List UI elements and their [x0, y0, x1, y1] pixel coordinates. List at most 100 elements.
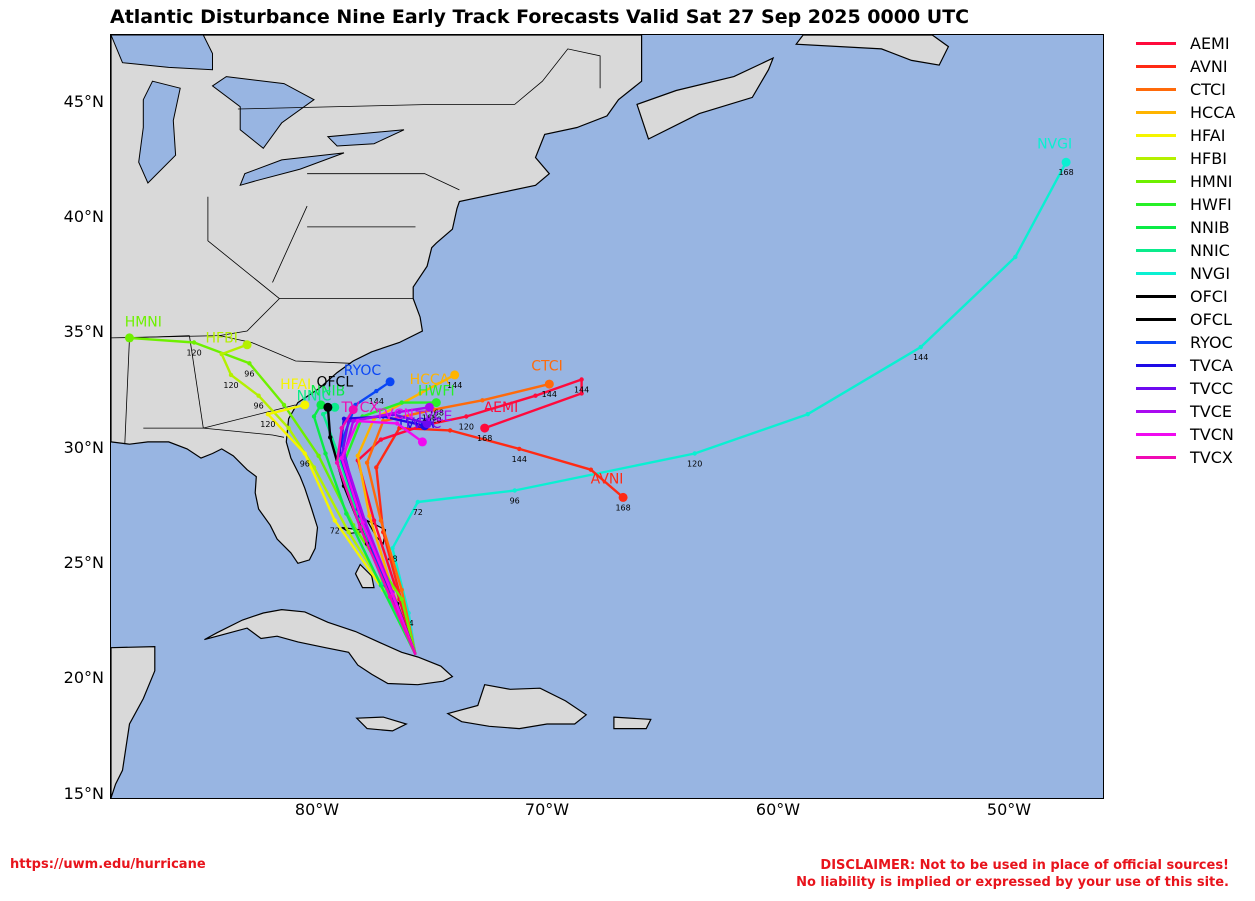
- track-point: [265, 412, 271, 417]
- forecast-hour-label: 120: [459, 423, 474, 432]
- lon-tick-label: 50°W: [986, 800, 1032, 819]
- track-point: [311, 414, 317, 419]
- track-point: [125, 333, 134, 343]
- forecast-hour-label: 96: [244, 369, 254, 378]
- forecast-hour-label: 168: [422, 413, 437, 422]
- legend-item-tvce: TVCE: [1136, 400, 1235, 423]
- track-point: [431, 398, 441, 408]
- track-line: [335, 408, 417, 656]
- nova-scotia: [636, 56, 775, 140]
- track-point: [447, 428, 453, 433]
- forecast-hour-label: 144: [447, 381, 462, 390]
- source-link[interactable]: https://uwm.edu/hurricane: [10, 857, 206, 872]
- legend-item-hfbi: HFBI: [1136, 147, 1235, 170]
- legend-swatch: [1136, 456, 1176, 459]
- track-point: [415, 499, 420, 505]
- political-boundary: [219, 335, 351, 364]
- legend-item-tvca: TVCA: [1136, 354, 1235, 377]
- lon-tick-label: 60°W: [755, 800, 801, 819]
- legend-swatch: [1136, 134, 1176, 137]
- legend-swatch: [1136, 65, 1176, 68]
- legend-swatch: [1136, 180, 1176, 183]
- legend-label: HCCA: [1190, 103, 1236, 122]
- track-point: [399, 587, 404, 593]
- political-boundary: [434, 48, 601, 105]
- track-end-label: NNIC: [297, 388, 332, 404]
- lake-huron: [211, 76, 315, 150]
- page-title: Atlantic Disturbance Nine Early Track Fo…: [110, 6, 970, 28]
- track-point: [517, 446, 522, 452]
- track-line: [312, 404, 417, 656]
- forecast-hour-label: 168: [429, 409, 444, 418]
- political-boundary: [272, 205, 308, 283]
- legend-label: TVCN: [1190, 425, 1234, 444]
- political-boundary: [207, 196, 414, 299]
- track-point: [394, 421, 400, 426]
- legend-label: HFAI: [1190, 126, 1226, 145]
- legend-swatch: [1136, 318, 1176, 321]
- track-end-label: TVCX: [340, 400, 379, 416]
- track-point: [341, 416, 347, 421]
- forecast-hour-label: 120: [260, 420, 275, 429]
- forecast-hour-label: 72: [330, 527, 340, 536]
- legend-label: NNIC: [1190, 241, 1230, 260]
- forecast-hour-label: 120: [426, 416, 441, 425]
- lake-superior: [111, 35, 213, 71]
- track-point: [247, 361, 252, 366]
- legend-item-tvcc: TVCC: [1136, 377, 1235, 400]
- lake-michigan: [138, 80, 181, 184]
- track-end-label: RYOC: [344, 363, 382, 379]
- forecast-hour-label: 96: [254, 402, 264, 411]
- track-point: [332, 518, 337, 523]
- legend-label: OFCL: [1190, 310, 1232, 329]
- newfoundland-island: [795, 35, 950, 66]
- track-point: [191, 340, 197, 345]
- lon-tick-label: 70°W: [524, 800, 570, 819]
- legend-label: TVCC: [1190, 379, 1234, 398]
- map-canvas: 24487296120144168NVGI144168AVNI120144168…: [111, 35, 1074, 798]
- track-end-label: HCCA: [410, 372, 450, 388]
- track-point: [364, 460, 370, 465]
- track-point: [323, 451, 328, 456]
- land-layer: [111, 35, 950, 798]
- forecast-hour-label: 168: [1058, 168, 1073, 177]
- legend-label: TVCE: [1190, 402, 1232, 421]
- legend-item-tvcx: TVCX: [1136, 446, 1235, 469]
- legend-label: HWFI: [1190, 195, 1232, 214]
- track-point: [355, 418, 360, 424]
- yucatan-coast: [111, 645, 156, 798]
- legend-label: AEMI: [1190, 34, 1230, 53]
- track-end-label: HMNI: [125, 314, 162, 330]
- track-point: [480, 398, 485, 403]
- legend-swatch: [1136, 157, 1176, 160]
- forecast-hour-label: 144: [369, 397, 384, 406]
- legend-swatch: [1136, 203, 1176, 206]
- track-point: [242, 340, 252, 350]
- track-point: [390, 546, 395, 551]
- legend-item-hwfi: HWFI: [1136, 193, 1235, 216]
- track-point: [374, 465, 379, 470]
- legend-item-hfai: HFAI: [1136, 124, 1235, 147]
- political-boundary: [307, 173, 460, 191]
- puerto-rico-island: [613, 716, 652, 730]
- legend-label: RYOC: [1190, 333, 1233, 352]
- track-point: [281, 402, 287, 408]
- track-point: [1013, 254, 1018, 260]
- track-point: [256, 393, 261, 398]
- track-point: [512, 488, 517, 493]
- legend-swatch: [1136, 111, 1176, 114]
- track-point: [1061, 157, 1071, 167]
- track-point: [378, 437, 384, 442]
- north-america-landmass: [111, 35, 643, 565]
- lat-tick-label: 30°N: [63, 438, 104, 457]
- disclaimer: DISCLAIMER: Not to be used in place of o…: [796, 857, 1229, 891]
- track-point: [360, 520, 365, 526]
- track-tvcn: TVCN: [339, 407, 427, 656]
- track-point: [346, 529, 351, 535]
- track-end-label: TVCN: [375, 407, 414, 423]
- forecast-hour-label: 144: [913, 353, 928, 362]
- forecast-hour-label: 72: [413, 508, 423, 517]
- track-point: [339, 455, 344, 461]
- track-point: [579, 391, 584, 396]
- forecast-hour-label: 144: [574, 386, 589, 395]
